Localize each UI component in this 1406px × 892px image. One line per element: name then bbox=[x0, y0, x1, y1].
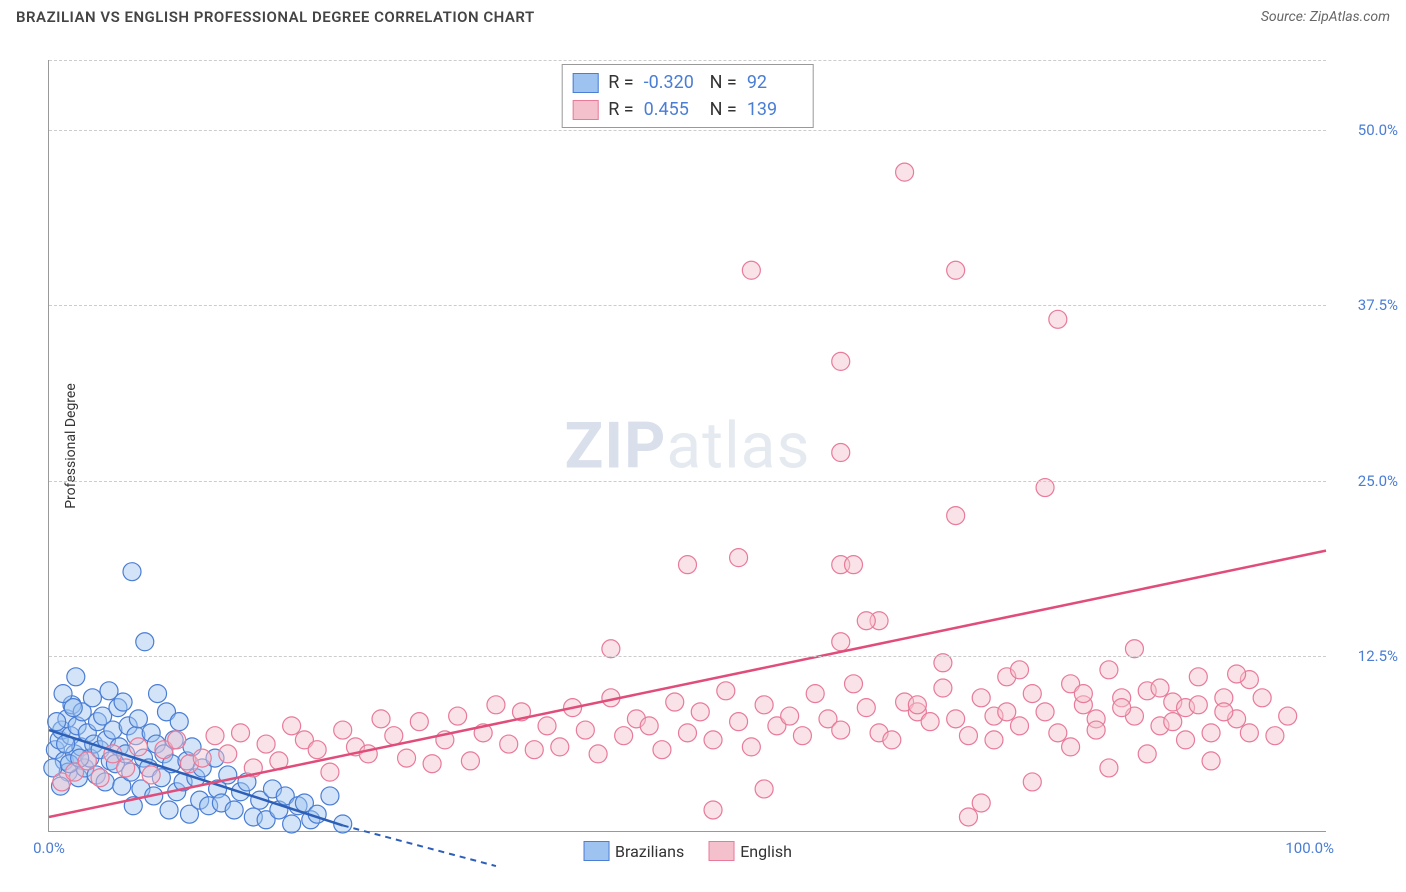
swatch-icon bbox=[708, 841, 734, 861]
swatch-brazilians bbox=[572, 73, 598, 93]
source-attribution: Source: ZipAtlas.com bbox=[1261, 9, 1390, 25]
y-tick-label: 37.5% bbox=[1334, 296, 1398, 314]
chart-title: BRAZILIAN VS ENGLISH PROFESSIONAL DEGREE… bbox=[16, 8, 535, 26]
x-tick-label: 0.0% bbox=[33, 839, 65, 857]
chart-plot-area: ZIPatlas R = -0.320 N = 92 R = 0.455 N =… bbox=[48, 60, 1326, 832]
y-tick-label: 12.5% bbox=[1334, 647, 1398, 665]
scatter-plot-svg bbox=[49, 60, 1326, 831]
x-tick-label: 100.0% bbox=[1270, 839, 1334, 857]
swatch-english bbox=[572, 100, 598, 120]
legend-item-english: English bbox=[708, 841, 792, 861]
series-legend: Brazilians English bbox=[583, 841, 792, 861]
swatch-icon bbox=[583, 841, 609, 861]
legend-item-brazilians: Brazilians bbox=[583, 841, 684, 861]
correlation-legend: R = -0.320 N = 92 R = 0.455 N = 139 bbox=[561, 64, 814, 128]
y-tick-label: 50.0% bbox=[1334, 121, 1398, 139]
legend-row-english: R = 0.455 N = 139 bbox=[572, 96, 803, 123]
y-tick-label: 25.0% bbox=[1334, 472, 1398, 490]
legend-row-brazilians: R = -0.320 N = 92 bbox=[572, 69, 803, 96]
